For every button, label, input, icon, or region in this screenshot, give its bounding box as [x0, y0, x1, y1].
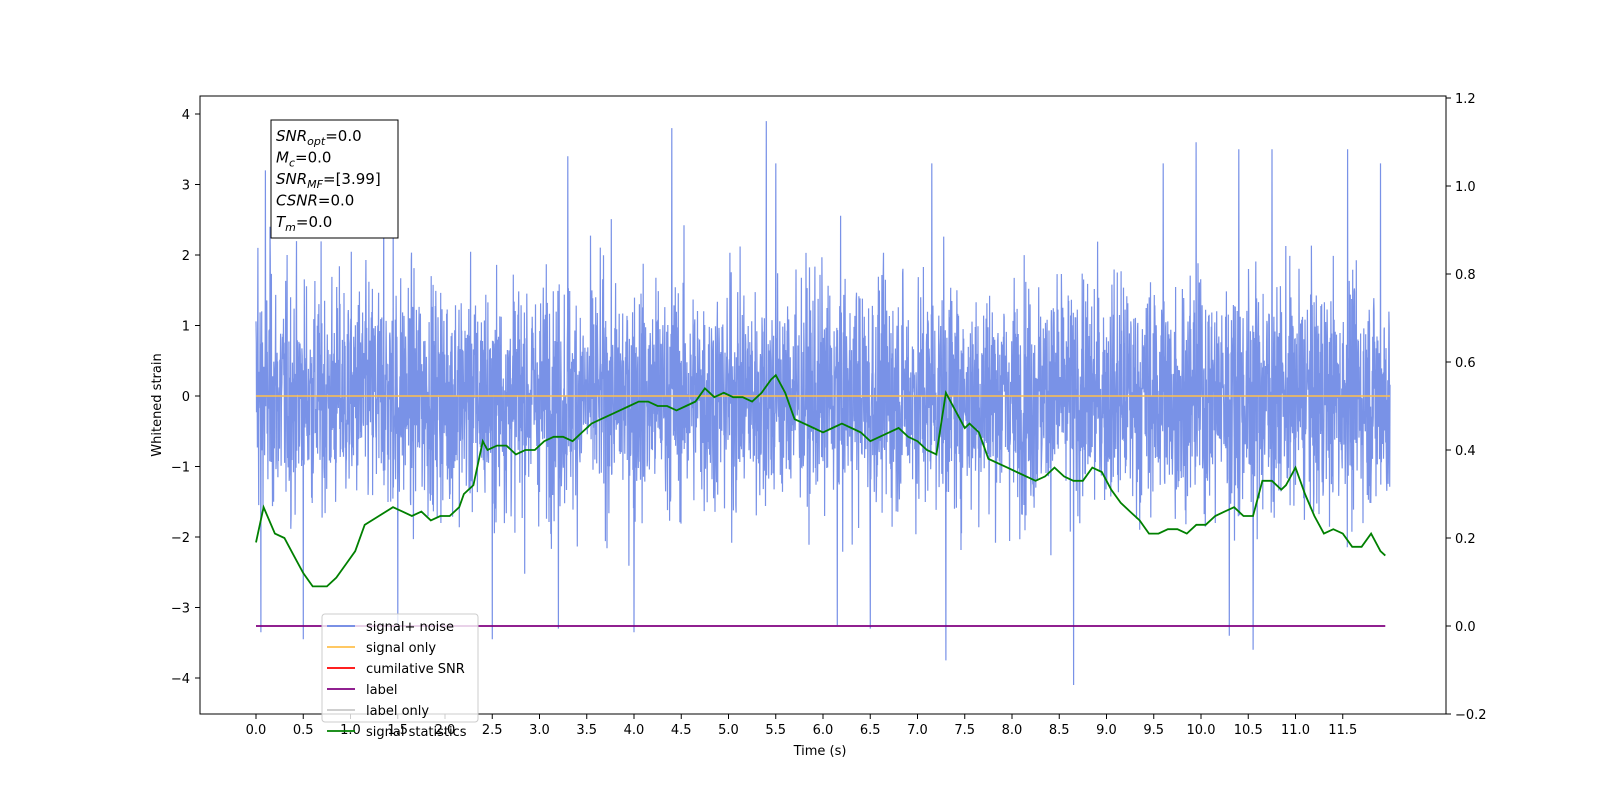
y-axis-right: 1.2 1.0 0.8 0.6 0.4 0.2 0.0 −0.2 — [1446, 92, 1487, 723]
annotation-symbol: T — [276, 213, 287, 231]
legend-label: label only — [366, 704, 429, 719]
annotation-subscript: m — [285, 221, 296, 234]
y2-tick-label: 1.0 — [1455, 180, 1476, 195]
annotation-box-border — [270, 119, 399, 239]
x-tick-label: 8.0 — [1002, 723, 1023, 738]
series-signal-statistics — [255, 373, 1386, 588]
y-axis-label: Whitened strain — [150, 353, 165, 456]
x-tick-label: 4.0 — [624, 723, 645, 738]
x-tick-label: 6.0 — [813, 723, 834, 738]
annotation-line: Mc=0.0 — [276, 149, 331, 170]
y2-tick-label: 0.8 — [1455, 268, 1476, 283]
y-tick-label: −2 — [171, 531, 190, 546]
legend-label: label — [366, 683, 397, 698]
annotation-symbol: SNR — [276, 170, 307, 188]
annotation-value: =0.0 — [296, 213, 332, 231]
y-tick-label: 1 — [182, 320, 190, 335]
x-tick-label: 8.5 — [1049, 723, 1070, 738]
x-tick-label: 7.0 — [907, 723, 928, 738]
x-tick-label: 7.5 — [954, 723, 975, 738]
x-tick-label: 3.0 — [529, 723, 550, 738]
x-tick-label: 2.0 — [435, 723, 456, 738]
signal-statistics-line — [255, 373, 1386, 588]
y2-tick-label: 0.2 — [1455, 532, 1476, 547]
signal-plus-noise-line — [255, 121, 1391, 686]
y-tick-label: 0 — [182, 390, 190, 405]
legend-label: signal+ noise — [366, 620, 454, 635]
x-tick-label: 2.5 — [482, 723, 503, 738]
y-tick-label: −4 — [171, 672, 190, 687]
annotation-symbol: CSNR — [276, 192, 318, 210]
annotation-value: =0.0 — [318, 192, 354, 210]
legend: signal+ noise signal only cumilative SNR la… — [321, 613, 479, 740]
x-tick-label: 9.0 — [1096, 723, 1117, 738]
x-tick-label: 5.0 — [718, 723, 739, 738]
x-axis: 0.0 0.5 1.0 1.5 2.0 2.5 3.0 3.5 4.0 4.5 5.0 5.5 6.0 6… — [246, 714, 1357, 738]
y-tick-label: −3 — [171, 602, 190, 617]
annotation-value: =0.0 — [295, 149, 331, 167]
y-tick-label: 3 — [182, 179, 190, 194]
x-tick-label: 10.5 — [1234, 723, 1263, 738]
y-axis-left: 4 3 2 1 0 −1 −2 −3 −4 — [171, 108, 200, 687]
x-tick-label: 9.5 — [1143, 723, 1164, 738]
annotation-line: SNRopt=0.0 — [276, 127, 362, 148]
annotation-subscript: MF — [307, 178, 323, 191]
legend-label: signal statistics — [366, 725, 467, 740]
annotation-value: =0.0 — [325, 127, 361, 145]
annotation-line: CSNR=0.0 — [276, 192, 354, 210]
annotation-line: Tm=0.0 — [276, 213, 332, 234]
x-tick-label: 3.5 — [576, 723, 597, 738]
y2-tick-label: 0.0 — [1455, 620, 1476, 635]
y2-tick-label: 0.4 — [1455, 444, 1476, 459]
x-tick-label: 4.5 — [671, 723, 692, 738]
x-tick-label: 11.0 — [1281, 723, 1310, 738]
y2-tick-label: −0.2 — [1455, 708, 1487, 723]
x-tick-label: 10.0 — [1187, 723, 1216, 738]
x-tick-label: 0.5 — [293, 723, 314, 738]
x-tick-label: 1.5 — [387, 723, 408, 738]
y-tick-label: 4 — [182, 108, 190, 123]
y-tick-label: 2 — [182, 249, 190, 264]
y-tick-label: −1 — [171, 461, 190, 476]
x-tick-label: 11.5 — [1328, 723, 1357, 738]
annotation-value: =[3.99] — [323, 170, 381, 188]
x-axis-label: Time (s) — [793, 744, 847, 759]
series-signal-plus-noise — [255, 121, 1391, 686]
legend-label: cumilative SNR — [366, 662, 465, 677]
x-tick-label: 0.0 — [246, 723, 267, 738]
y2-tick-label: 1.2 — [1455, 92, 1476, 107]
annotation-symbol: SNR — [276, 127, 307, 145]
annotation-subscript: c — [289, 157, 295, 170]
legend-label: signal only — [366, 641, 436, 656]
x-tick-label: 6.5 — [860, 723, 881, 738]
annotation-symbol: M — [276, 149, 289, 167]
legend-box — [321, 613, 479, 723]
metrics-annotation-box: SNRopt=0.0Mc=0.0SNRMF=[3.99]CSNR=0.0Tm=0… — [270, 119, 399, 239]
y2-tick-label: 0.6 — [1455, 356, 1476, 371]
annotation-subscript: opt — [307, 135, 326, 148]
annotation-line: SNRMF=[3.99] — [276, 170, 381, 191]
x-tick-label: 5.5 — [765, 723, 786, 738]
